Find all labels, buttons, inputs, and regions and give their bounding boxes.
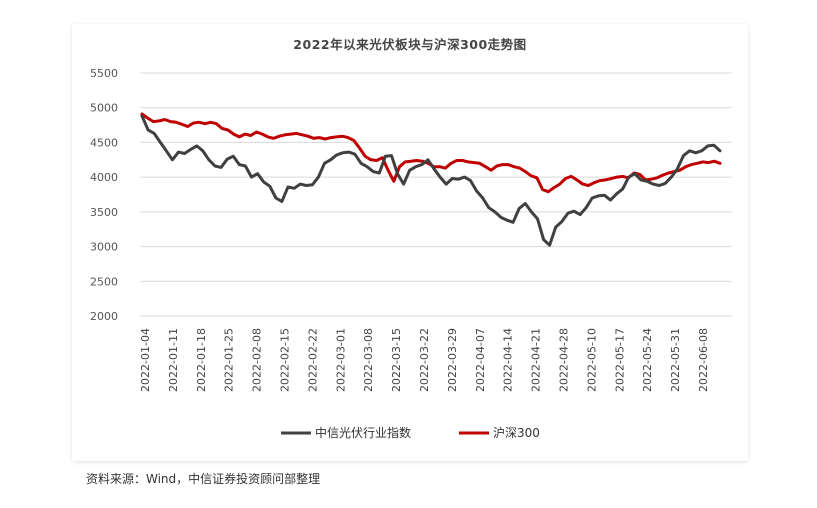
x-tick-label: 2022-04-21 bbox=[530, 328, 543, 392]
x-tick-label: 2022-03-08 bbox=[362, 328, 375, 392]
x-tick-label: 2022-01-11 bbox=[167, 328, 180, 392]
y-tick-label: 5500 bbox=[90, 67, 118, 80]
y-tick-label: 4500 bbox=[90, 136, 118, 149]
series-line-pv-index bbox=[140, 114, 722, 247]
x-tick-label: 2022-02-22 bbox=[306, 328, 319, 392]
x-tick-label: 2022-02-15 bbox=[279, 328, 292, 392]
legend-label: 沪深300 bbox=[493, 426, 540, 440]
y-tick-label: 2000 bbox=[90, 310, 118, 323]
x-tick-label: 2022-04-28 bbox=[558, 328, 571, 392]
x-tick-label: 2022-03-15 bbox=[390, 328, 403, 392]
x-tick-label: 2022-04-07 bbox=[474, 328, 487, 392]
chart-card bbox=[72, 24, 748, 461]
y-tick-label: 2500 bbox=[90, 275, 118, 288]
x-tick-label: 2022-03-29 bbox=[446, 328, 459, 392]
x-tick-label: 2022-03-22 bbox=[418, 328, 431, 392]
chart-title: 2022年以来光伏板块与沪深300走势图 bbox=[293, 37, 527, 52]
source-note: 资料来源：Wind，中信证券投资顾问部整理 bbox=[86, 472, 321, 486]
y-tick-label: 3500 bbox=[90, 206, 118, 219]
y-tick-label: 5000 bbox=[90, 102, 118, 115]
y-tick-label: 3000 bbox=[90, 241, 118, 254]
series-line-hs300 bbox=[140, 112, 722, 194]
x-tick-label: 2022-05-31 bbox=[669, 328, 682, 392]
legend-label: 中信光伏行业指数 bbox=[315, 425, 411, 440]
x-tick-label: 2022-04-14 bbox=[502, 328, 515, 392]
x-tick-label: 2022-01-25 bbox=[223, 328, 236, 392]
x-tick-label: 2022-05-24 bbox=[641, 328, 654, 392]
y-tick-label: 4000 bbox=[90, 171, 118, 184]
x-tick-label: 2022-05-10 bbox=[585, 328, 598, 392]
x-tick-label: 2022-03-01 bbox=[334, 328, 347, 392]
x-tick-label: 2022-01-18 bbox=[195, 328, 208, 392]
x-tick-label: 2022-01-04 bbox=[139, 328, 152, 392]
x-tick-label: 2022-02-08 bbox=[251, 328, 264, 392]
x-tick-label: 2022-05-17 bbox=[613, 328, 626, 392]
x-tick-label: 2022-06-08 bbox=[697, 328, 710, 392]
